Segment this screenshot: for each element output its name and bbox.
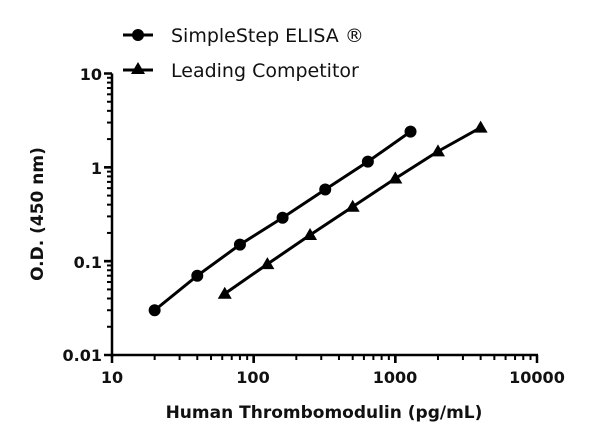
- circle-marker-icon: [319, 183, 332, 196]
- circle-marker-icon: [233, 238, 246, 251]
- circle-marker-icon: [361, 155, 374, 168]
- x-axis-title: Human Thrombomodulin (pg/mL): [166, 403, 483, 423]
- series-simplestep: [148, 125, 417, 317]
- plot-area: [148, 120, 488, 317]
- y-axis-title: O.D. (450 nm): [28, 147, 48, 281]
- circle-marker-icon: [276, 211, 289, 224]
- legend-item-competitor: Leading Competitor: [123, 60, 359, 82]
- legend-label: SimpleStep ELISA ®: [171, 25, 364, 47]
- y-tick-label: 1: [91, 159, 102, 178]
- triangle-marker-icon: [345, 199, 360, 212]
- triangle-marker-icon: [388, 171, 403, 184]
- x-tick-label: 1000: [373, 368, 418, 387]
- x-tick-label: 100: [236, 368, 269, 387]
- legend: SimpleStep ELISA ® Leading Competitor: [123, 25, 364, 82]
- circle-marker-icon: [191, 269, 204, 282]
- triangle-marker-icon: [303, 228, 318, 241]
- y-tick-label: 10: [80, 65, 102, 84]
- triangle-marker-icon: [473, 120, 488, 133]
- y-tick-label: 0.01: [63, 346, 102, 365]
- circle-marker-icon: [148, 304, 161, 317]
- circle-marker-icon: [404, 125, 417, 138]
- series-competitor: [217, 120, 488, 299]
- legend-label: Leading Competitor: [171, 60, 359, 82]
- triangle-marker-icon: [131, 62, 145, 74]
- circle-marker-icon: [132, 29, 144, 41]
- triangle-marker-icon: [430, 144, 445, 157]
- x-tick-label: 10000: [509, 368, 565, 387]
- triangle-marker-icon: [217, 286, 232, 299]
- triangle-marker-icon: [260, 257, 275, 270]
- legend-item-simplestep: SimpleStep ELISA ®: [123, 25, 364, 47]
- x-tick-label: 10: [101, 368, 123, 387]
- y-tick-label: 0.1: [74, 253, 102, 272]
- axes: [104, 72, 539, 363]
